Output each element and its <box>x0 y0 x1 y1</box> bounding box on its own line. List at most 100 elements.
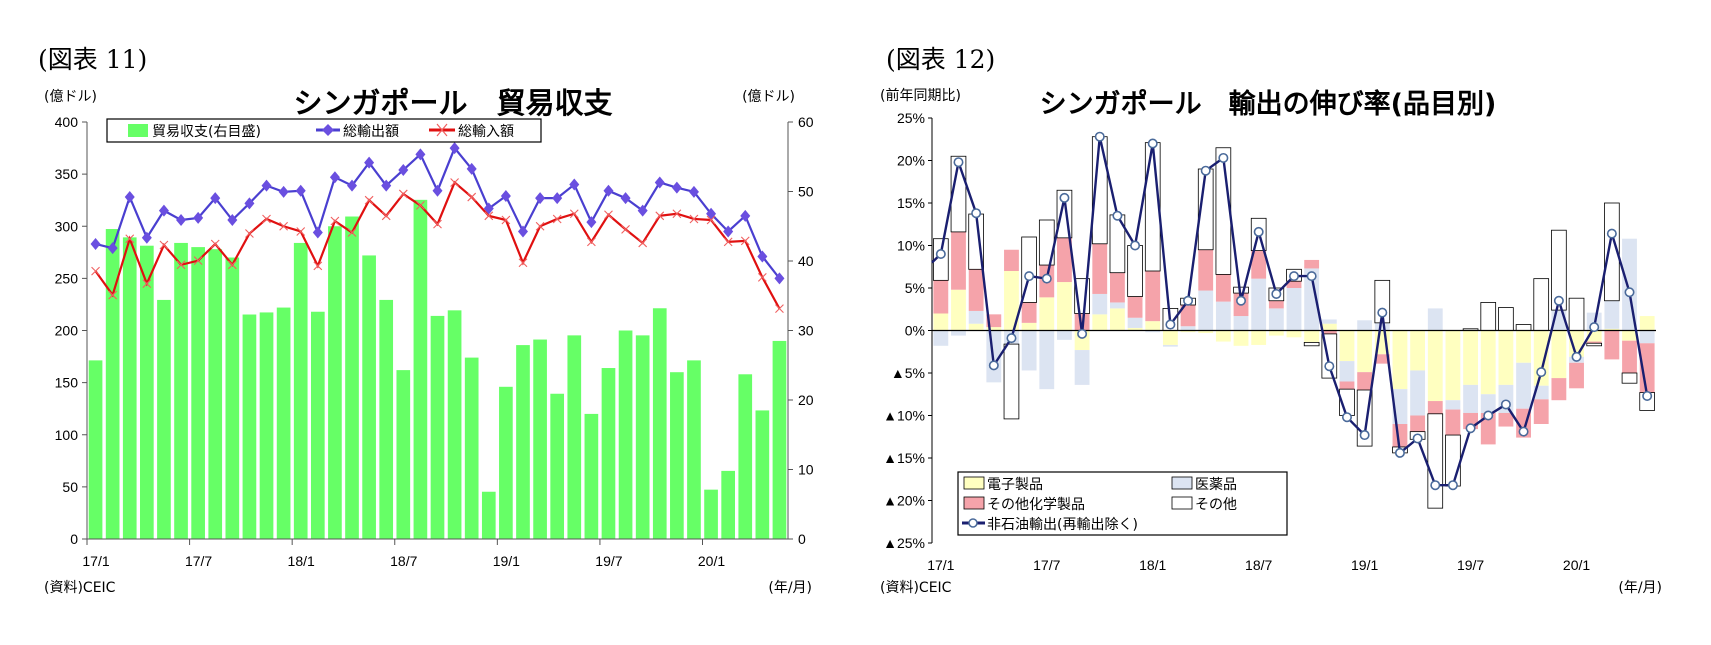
figure-label-12: (図表 12) <box>886 45 995 74</box>
chemicals-bar <box>1145 271 1161 322</box>
balance-bar <box>738 374 753 539</box>
exports-point <box>347 179 358 192</box>
x-tick-label: 17/7 <box>185 553 212 569</box>
pharma-bar <box>1339 361 1355 382</box>
pharma-bar <box>1127 317 1143 328</box>
nonoil-exports-point <box>1447 480 1458 491</box>
nonoil-exports-point <box>1359 430 1370 441</box>
y-tick-label: 50 <box>62 479 78 495</box>
exports-point <box>244 197 255 210</box>
imports-point <box>210 239 220 249</box>
balance-bar <box>328 226 342 539</box>
exports-point <box>158 204 169 217</box>
electronics-bar <box>1445 330 1461 401</box>
y-tick-label: 20% <box>897 153 925 169</box>
electronics-bar <box>1180 330 1196 333</box>
nonoil-exports-point <box>1465 423 1476 434</box>
pharma-bar <box>1516 362 1531 409</box>
y-tick-label: ▲20% <box>883 493 925 509</box>
others-bar <box>1003 343 1020 420</box>
imports-point <box>501 215 511 225</box>
nonoil-exports-point <box>1253 226 1264 237</box>
y-right-tick-label: 30 <box>798 323 814 339</box>
chemicals-bar <box>1569 362 1584 389</box>
imports-point <box>552 214 562 224</box>
chemicals-bar <box>1286 281 1302 288</box>
others-bar <box>1515 324 1532 331</box>
electronics-bar <box>986 327 1002 331</box>
y-tick-label: 100 <box>55 427 79 443</box>
electronics-bar <box>1198 330 1214 334</box>
electronics-bar <box>1268 330 1284 336</box>
electronics-bar <box>1622 330 1637 341</box>
y-tick-label: ▲5% <box>891 365 925 381</box>
pharma-bar <box>1304 268 1320 331</box>
others-bar <box>1533 278 1550 331</box>
nonoil-exports-point <box>1500 399 1511 410</box>
exports-point <box>586 216 597 229</box>
export-growth-chart: ▲25% ▲20% ▲15% ▲10% ▲5% 0% 5% 10% 15% 20% 25% 17/1 1… <box>883 110 1656 573</box>
balance-bar <box>430 315 445 539</box>
electronics-bar <box>1586 330 1602 342</box>
nonoil-exports-point <box>1094 131 1105 142</box>
nonoil-exports-point <box>953 157 964 168</box>
chemicals-bar <box>1127 296 1143 318</box>
balance-bar <box>516 345 530 539</box>
y-right-tick-label: 0 <box>798 531 806 547</box>
imports-point <box>723 237 733 247</box>
balance-bar <box>225 257 240 539</box>
chemicals-bar <box>1268 300 1284 309</box>
balance-bar <box>88 360 103 539</box>
others-bar <box>1303 341 1320 347</box>
imports-point <box>398 189 408 199</box>
nonoil-exports-point <box>1271 288 1282 299</box>
pharma-bar <box>1639 330 1655 344</box>
electronics-bar <box>1057 282 1072 331</box>
exports-point <box>295 184 306 197</box>
balance-bar <box>618 330 633 539</box>
x-tick-label: 18/7 <box>390 553 417 569</box>
pharma-bar <box>1251 278 1267 331</box>
chemicals-bar <box>1092 243 1108 294</box>
others-bar <box>1127 245 1143 297</box>
imports-point <box>775 304 784 313</box>
imports-point <box>279 221 289 231</box>
imports-point <box>740 236 750 246</box>
exports-point <box>432 184 443 197</box>
balance-bar <box>259 312 274 539</box>
balance-bar <box>652 308 667 539</box>
pharma-bar <box>1286 288 1302 331</box>
nonoil-exports-point <box>1236 295 1247 306</box>
exports-point <box>329 171 340 184</box>
balance-bar <box>396 370 411 539</box>
legend-label-nonoil: 非石油輸出(再輸出除く) <box>987 517 1138 533</box>
pharma-bar <box>1162 344 1178 347</box>
pharma-bar <box>1604 300 1620 329</box>
x-unit-right: (年/月) <box>1618 580 1662 596</box>
legend-swatch-others <box>1171 496 1193 510</box>
exports-point <box>535 192 546 205</box>
imports-point <box>313 261 323 271</box>
legend-trade: 貿易収支(右目盛) 総輸出額 総輸入額 <box>106 118 542 143</box>
pharma-bar <box>1039 330 1055 390</box>
balance-bar <box>704 489 718 539</box>
legend-swatch-pharma <box>1171 476 1193 490</box>
balance-bar <box>499 386 513 539</box>
chemicals-bar <box>968 269 984 311</box>
exports-point <box>90 237 101 250</box>
legend-growth: 電子製品 医薬品 その他化学製品 その他 非石油輸出(再輸出除く) <box>957 471 1288 536</box>
electronics-bar <box>951 289 966 331</box>
imports-point <box>518 258 528 268</box>
imports-point <box>364 195 374 205</box>
chart-title-export-growth: シンガポール 輸出の伸び率(品目別) <box>1040 88 1497 120</box>
x-tick-label: 18/1 <box>1139 557 1166 573</box>
chemicals-bar <box>1427 401 1443 414</box>
exports-point <box>193 211 204 224</box>
pharma-bar <box>1533 385 1549 400</box>
balance-bar <box>362 255 376 539</box>
pharma-bar <box>1198 290 1214 331</box>
chemicals-bar <box>1551 378 1567 401</box>
imports-point <box>467 192 477 202</box>
electronics-bar <box>1092 314 1108 331</box>
